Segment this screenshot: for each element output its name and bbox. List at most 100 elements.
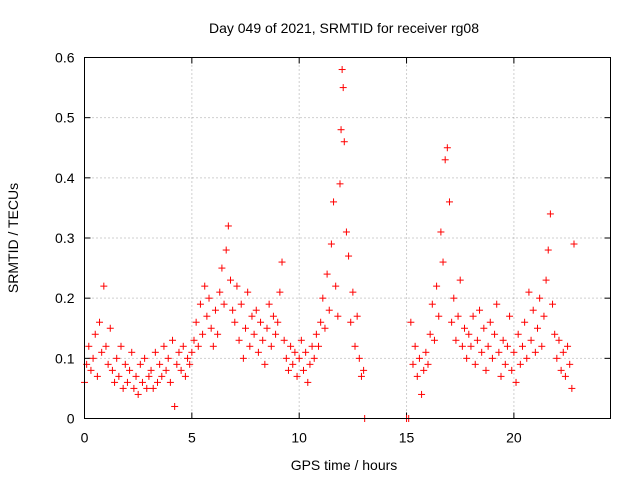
data-point — [568, 384, 576, 392]
data-point — [443, 144, 451, 152]
data-point — [435, 312, 443, 320]
data-point — [141, 354, 149, 362]
data-point — [347, 318, 355, 326]
data-point — [149, 384, 157, 392]
y-tick-label: 0.3 — [55, 230, 75, 246]
data-point — [276, 288, 284, 296]
x-tick-label: 20 — [506, 430, 522, 446]
plot-frame — [84, 57, 611, 419]
data-point — [278, 258, 286, 266]
data-point — [259, 336, 267, 344]
data-point — [175, 348, 183, 356]
data-point — [261, 360, 269, 368]
data-point — [222, 246, 230, 254]
data-point — [437, 228, 445, 236]
data-point — [289, 360, 297, 368]
data-point — [272, 330, 280, 338]
data-point — [353, 312, 361, 320]
data-point — [407, 318, 415, 326]
data-point — [561, 372, 569, 380]
data-point — [559, 348, 567, 356]
data-point — [338, 66, 346, 74]
data-point — [566, 360, 574, 368]
data-point — [291, 348, 299, 356]
y-tick-label: 0.2 — [55, 290, 75, 306]
data-point — [493, 300, 501, 308]
data-point — [93, 372, 101, 380]
data-point — [111, 378, 119, 386]
data-point — [287, 342, 295, 350]
data-point — [325, 306, 333, 314]
y-axis-label: SRMTID / TECUs — [5, 183, 21, 293]
data-point — [418, 390, 426, 398]
data-point — [467, 342, 475, 350]
data-point — [332, 282, 340, 290]
data-point — [534, 324, 542, 332]
data-point — [169, 336, 177, 344]
data-point — [196, 300, 204, 308]
data-point — [538, 342, 546, 350]
data-point — [201, 282, 209, 290]
data-point — [551, 330, 559, 338]
y-tick-label: 0.5 — [55, 110, 75, 126]
x-axis-label: GPS time / hours — [291, 457, 398, 473]
data-point — [91, 330, 99, 338]
data-point — [246, 342, 254, 350]
data-point — [540, 312, 548, 320]
data-point — [96, 318, 104, 326]
x-tick-label: 10 — [291, 430, 307, 446]
data-point — [458, 342, 466, 350]
data-point — [546, 210, 554, 218]
data-point — [433, 282, 441, 290]
data-point — [244, 288, 252, 296]
data-point — [126, 366, 134, 374]
data-point — [282, 354, 290, 362]
data-point — [310, 354, 318, 362]
data-point — [521, 318, 529, 326]
data-point — [220, 300, 228, 308]
x-tick-label: 15 — [399, 430, 415, 446]
data-point — [267, 342, 275, 350]
data-point — [145, 372, 153, 380]
data-point — [501, 360, 509, 368]
data-point — [337, 126, 345, 134]
data-point — [339, 84, 347, 92]
y-tick-label: 0.6 — [55, 50, 75, 66]
data-point — [138, 378, 146, 386]
data-point — [123, 378, 131, 386]
data-point — [104, 360, 112, 368]
data-point — [295, 354, 303, 362]
data-point — [173, 360, 181, 368]
x-tick-label: 0 — [81, 430, 89, 446]
data-points — [81, 66, 578, 422]
data-point — [250, 330, 258, 338]
data-point — [98, 348, 106, 356]
data-point — [87, 366, 95, 374]
data-point — [323, 270, 331, 278]
data-point — [317, 318, 325, 326]
data-point — [184, 354, 192, 362]
data-point — [162, 366, 170, 374]
data-point — [360, 366, 368, 374]
data-point — [85, 342, 93, 350]
data-point — [194, 342, 202, 350]
y-tick-label: 0.1 — [55, 350, 75, 366]
data-point — [177, 366, 185, 374]
data-point — [166, 378, 174, 386]
data-point — [319, 294, 327, 302]
data-point — [542, 276, 550, 284]
data-point — [506, 312, 514, 320]
data-point — [248, 312, 256, 320]
data-point — [424, 360, 432, 368]
data-point — [274, 318, 282, 326]
data-point — [263, 324, 271, 332]
data-point — [503, 342, 511, 350]
data-point — [465, 330, 473, 338]
data-point — [357, 372, 365, 380]
data-point — [469, 312, 477, 320]
data-point — [461, 324, 469, 332]
data-point — [334, 312, 342, 320]
data-point — [454, 312, 462, 320]
data-point — [151, 348, 159, 356]
data-point — [327, 240, 335, 248]
